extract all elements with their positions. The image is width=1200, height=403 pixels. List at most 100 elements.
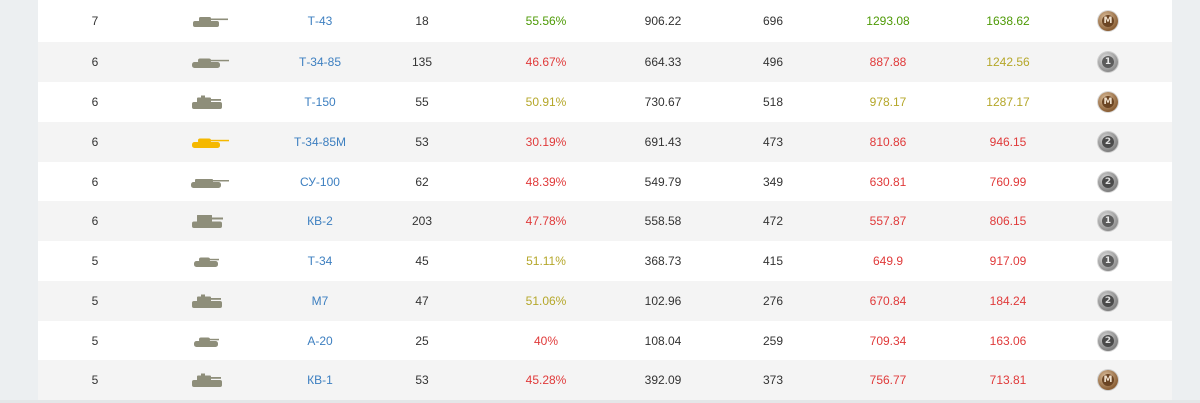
table-row: 5 КВ-1 53 45.28% 392.09 373 756.77 713.81 M [38,360,1172,400]
table-row: 6 Т-150 55 50.91% 730.67 518 978.17 1287.17 M [38,82,1172,122]
avg-exp-cell: 259 [762,334,784,348]
avg-exp-cell: 473 [762,135,784,149]
tank-icon-cell [170,82,250,122]
badge-label: 2 [1102,136,1114,148]
avg-exp-cell: 518 [762,95,784,109]
tank-icon-cell [170,42,250,82]
table-row: 6 КВ-2 203 47.78% 558.58 472 557.87 806.15 1 [38,201,1172,241]
tank-name-link[interactable]: КВ-1 [307,373,333,387]
avg-damage-cell: 691.43 [644,135,682,149]
rating-a-cell: 630.81 [869,175,907,189]
mastery-badge-cell: 1 [1078,201,1138,241]
avg-damage-cell: 558.58 [644,214,682,228]
tier-cell: 5 [91,334,99,348]
tank-icon-cell [170,321,250,361]
tank-silhouette-icon [191,178,229,188]
avg-damage-cell: 368.73 [644,254,682,268]
tier-cell: 5 [91,294,99,308]
mastery-badge-cell: M [1078,1,1138,41]
tank-name-link[interactable]: Т-34 [307,254,333,268]
mastery-badge-second-class-icon: 2 [1098,172,1118,192]
avg-damage-cell: 664.33 [644,55,682,69]
tank-name-link[interactable]: Т-43 [307,14,333,28]
rating-b-cell: 760.99 [989,175,1027,189]
winrate-cell: 40% [533,334,559,348]
winrate-cell: 45.28% [525,373,567,387]
tank-icon-cell [170,162,250,202]
mastery-badge-master-icon: M [1098,11,1118,31]
mastery-badge-master-icon: M [1098,370,1118,390]
avg-exp-cell: 496 [762,55,784,69]
winrate-cell: 48.39% [525,175,567,189]
tank-silhouette-icon [193,16,228,27]
mastery-badge-second-class-icon: 2 [1098,291,1118,311]
winrate-cell: 50.91% [525,95,567,109]
mastery-badge-cell: 2 [1078,321,1138,361]
battles-cell: 25 [415,334,429,348]
tank-silhouette-icon [192,138,229,148]
tank-name-link[interactable]: М7 [311,294,329,308]
tank-silhouette-icon [192,373,222,387]
badge-label: M [1102,374,1114,386]
tier-cell: 5 [91,373,99,387]
tier-cell: 6 [91,55,99,69]
mastery-badge-cell: 2 [1078,122,1138,162]
winrate-cell: 51.11% [526,254,566,268]
rating-a-cell: 709.34 [869,334,907,348]
rating-b-cell: 1242.56 [986,55,1030,69]
table-row: 6 СУ-100 62 48.39% 549.79 349 630.81 760.99 2 [38,162,1172,202]
rating-a-cell: 810.86 [869,135,907,149]
table-row: 6 Т-34-85М 53 30.19% 691.43 473 810.86 946.15 2 [38,122,1172,162]
winrate-cell: 51.06% [525,294,567,308]
mastery-badge-cell: 2 [1078,281,1138,321]
tank-name-link[interactable]: А-20 [307,334,333,348]
winrate-cell: 55.56% [525,14,567,28]
tank-name-link[interactable]: Т-34-85М [293,135,346,149]
tank-name-link[interactable]: Т-150 [304,95,336,109]
avg-damage-cell: 549.79 [644,175,682,189]
rating-b-cell: 163.06 [989,334,1027,348]
badge-label: 1 [1102,255,1114,267]
badge-label: 2 [1102,176,1114,188]
tank-icon-cell [170,281,250,321]
tier-cell: 6 [91,214,99,228]
tank-silhouette-icon [192,95,222,109]
tank-silhouette-icon [192,294,222,308]
mastery-badge-first-class-icon: 1 [1098,52,1118,72]
tank-silhouette-icon [194,337,219,347]
avg-damage-cell: 730.67 [644,95,682,109]
mastery-badge-cell: 1 [1078,241,1138,281]
mastery-badge-first-class-icon: 1 [1098,211,1118,231]
rating-a-cell: 1293.08 [866,14,910,28]
mastery-badge-second-class-icon: 2 [1098,132,1118,152]
avg-damage-cell: 906.22 [644,14,682,28]
tier-cell: 7 [91,14,99,28]
mastery-badge-second-class-icon: 2 [1098,331,1118,351]
rating-a-cell: 557.87 [869,214,907,228]
avg-exp-cell: 349 [762,175,784,189]
rating-b-cell: 806.15 [989,214,1027,228]
battles-cell: 45 [415,254,429,268]
mastery-badge-cell: M [1078,360,1138,400]
table-row: 6 Т-34-85 135 46.67% 664.33 496 887.88 1242.56 1 [38,42,1172,82]
avg-exp-cell: 415 [762,254,784,268]
rating-a-cell: 978.17 [869,95,907,109]
battles-cell: 47 [415,294,429,308]
rating-b-cell: 184.24 [989,294,1027,308]
rating-b-cell: 946.15 [989,135,1027,149]
battles-cell: 135 [411,55,433,69]
rating-a-cell: 649.9 [872,254,904,268]
tank-name-link[interactable]: КВ-2 [307,214,333,228]
badge-label: 1 [1102,56,1114,68]
tank-name-link[interactable]: СУ-100 [300,175,340,189]
avg-damage-cell: 392.09 [644,373,682,387]
battles-cell: 18 [415,14,429,28]
tank-stats-table: 7 Т-43 18 55.56% 906.22 696 1293.08 1638.62 M 6 Т-… [38,0,1172,403]
table-row: 5 А-20 25 40% 108.04 259 709.34 163.06 2 [38,321,1172,361]
battles-cell: 53 [415,135,429,149]
winrate-cell: 30.19% [525,135,567,149]
tank-icon-cell [170,201,250,241]
badge-label: M [1102,15,1114,27]
mastery-badge-cell: 1 [1078,42,1138,82]
tank-name-link[interactable]: Т-34-85 [298,55,342,69]
